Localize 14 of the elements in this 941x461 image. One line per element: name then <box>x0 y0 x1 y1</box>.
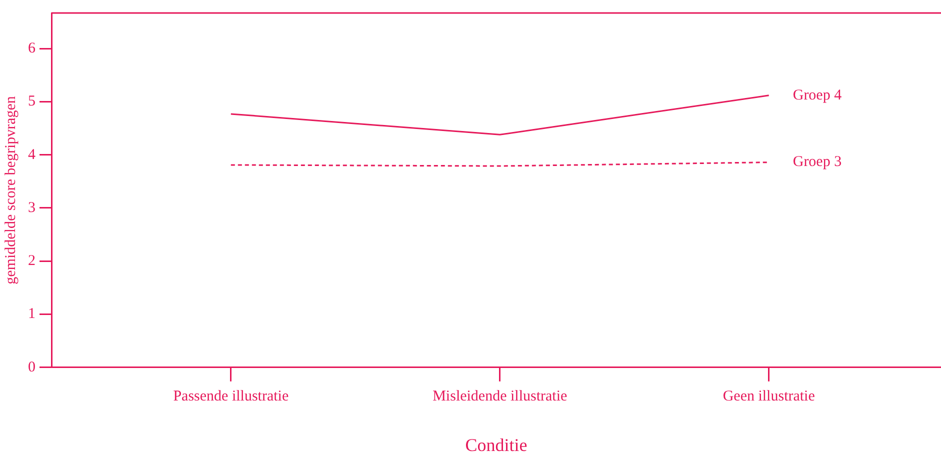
x-tick-label: Passende illustratie <box>173 388 289 404</box>
x-tick-label: Misleidende illustratie <box>432 388 568 404</box>
y-tick-label: 4 <box>28 146 36 163</box>
x-axis-title: Conditie <box>465 434 528 455</box>
y-tick-label: 0 <box>28 359 36 376</box>
x-tick-label: Geen illustratie <box>722 388 816 404</box>
series-label: Groep 4 <box>792 87 842 104</box>
series-label: Groep 3 <box>792 154 842 170</box>
y-tick-label: 3 <box>28 200 36 216</box>
y-tick-label: 5 <box>28 94 36 110</box>
y-axis-title: gemiddelde score begripvragen <box>2 96 19 284</box>
y-tick-label: 1 <box>28 306 36 322</box>
y-tick-label: 6 <box>28 40 36 57</box>
y-tick-label: 2 <box>28 253 36 270</box>
